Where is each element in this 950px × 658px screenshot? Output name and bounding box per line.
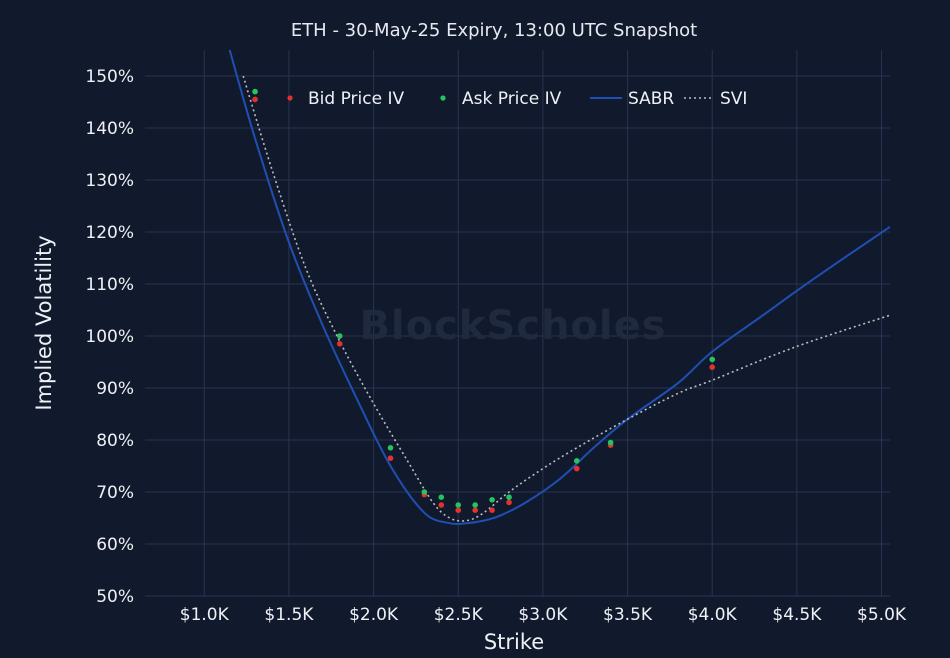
point-bid-price-iv (252, 96, 258, 103)
x-tick-label: $4.0K (688, 605, 738, 625)
y-tick-label: 110% (85, 275, 134, 295)
x-tick-label: $2.0K (349, 605, 399, 625)
y-tick-label: 100% (85, 327, 134, 347)
series-line-sabr (228, 50, 890, 526)
y-tick-label: 140% (85, 119, 134, 139)
legend-label-svi: SVI (720, 89, 747, 109)
x-tick-label: $3.0K (518, 605, 568, 625)
legend-marker-ask (440, 95, 446, 101)
y-axis-title: Implied Volatility (32, 235, 56, 410)
point-bid-price-iv (455, 507, 462, 513)
point-ask-price-iv (252, 88, 258, 95)
tick-labels: 50% 60% 70% 80% 90% 100% 110% 120% 130% 140% 150% $… (85, 67, 906, 625)
point-ask-price-iv (421, 489, 428, 495)
point-bid-price-iv (709, 364, 716, 371)
point-bid-price-iv (438, 502, 445, 508)
x-tick-label: $3.5K (603, 605, 653, 625)
x-axis-title: Strike (484, 630, 544, 654)
x-tick-label: $1.0K (180, 605, 230, 625)
point-ask-price-iv (455, 502, 462, 508)
x-tick-label: $1.5K (264, 605, 314, 625)
grid (145, 50, 890, 597)
y-tick-label: 60% (96, 535, 134, 555)
x-tick-label: $2.5K (434, 605, 484, 625)
point-bid-price-iv (573, 465, 580, 472)
point-bid-price-iv (489, 507, 495, 513)
point-ask-price-iv (573, 458, 580, 464)
y-tick-label: 130% (85, 171, 134, 191)
point-bid-price-iv (472, 507, 478, 513)
point-ask-price-iv (472, 502, 478, 508)
point-ask-price-iv (336, 333, 343, 339)
series-line-svi (242, 75, 890, 522)
point-ask-price-iv (607, 439, 614, 446)
point-ask-price-iv (387, 445, 394, 451)
point-bid-price-iv (387, 455, 394, 462)
point-bid-price-iv (336, 341, 343, 347)
legend: Bid Price IV Ask Price IV SABR SVI (287, 89, 747, 109)
point-ask-price-iv (438, 494, 445, 501)
chart-title: ETH - 30-May-25 Expiry, 13:00 UTC Snapsh… (291, 20, 697, 41)
x-tick-label: $4.5K (772, 605, 822, 625)
watermark: BlockScholes (359, 303, 666, 349)
y-tick-label: 50% (96, 587, 134, 607)
x-tick-label: $5.0K (857, 605, 907, 625)
point-ask-price-iv (709, 356, 716, 363)
y-tick-label: 120% (85, 223, 134, 243)
legend-label-ask: Ask Price IV (462, 89, 562, 109)
y-tick-label: 80% (96, 431, 134, 451)
legend-label-bid: Bid Price IV (308, 89, 404, 109)
y-tick-label: 150% (85, 67, 134, 87)
y-tick-label: 70% (96, 483, 134, 503)
series (228, 50, 890, 526)
y-tick-label: 90% (96, 379, 134, 399)
legend-marker-bid (287, 95, 293, 101)
point-bid-price-iv (506, 499, 512, 506)
legend-label-sabr: SABR (628, 89, 674, 109)
point-ask-price-iv (506, 494, 512, 501)
point-ask-price-iv (489, 497, 495, 503)
